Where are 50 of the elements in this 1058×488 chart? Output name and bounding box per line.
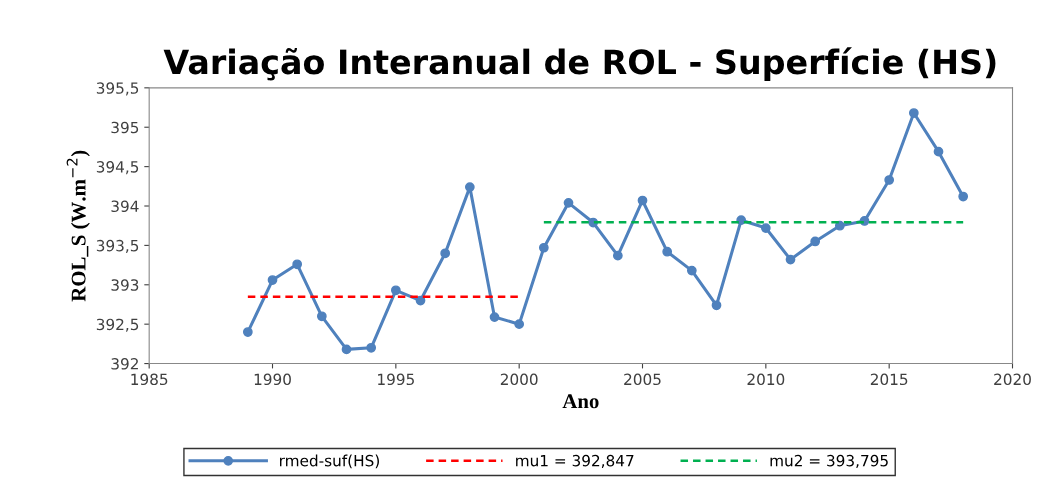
x-tick-label: 2005 <box>624 373 661 386</box>
point <box>637 195 648 206</box>
point <box>958 191 969 202</box>
point <box>933 146 944 157</box>
point <box>267 275 278 285</box>
point <box>341 344 352 355</box>
y-tick-label: 393 <box>111 279 139 291</box>
point <box>366 342 377 353</box>
point <box>514 319 525 330</box>
y-tick-label: 393,5 <box>96 239 139 253</box>
point <box>489 312 500 322</box>
point <box>415 295 426 306</box>
y-tick-label: 395,5 <box>96 82 139 96</box>
point <box>785 254 796 265</box>
point <box>390 285 401 296</box>
x-tick-label: 1990 <box>254 373 291 386</box>
point <box>440 248 451 259</box>
point <box>563 197 574 208</box>
y-tick-label: 394 <box>111 200 139 213</box>
x-tick-label: 2010 <box>747 373 785 386</box>
point <box>242 327 253 337</box>
x-tick-label: 2020 <box>994 373 1031 386</box>
point <box>662 246 673 257</box>
point <box>686 265 697 276</box>
point <box>736 215 747 226</box>
legend-label: rmed-suf(HS) <box>280 454 379 469</box>
point <box>612 250 623 261</box>
chart-title: Variação Interanual de ROL - Superfície (HS) <box>163 47 996 81</box>
legend-label: mu2 = 393,795 <box>770 454 888 468</box>
y-tick-label: 394,5 <box>96 161 139 175</box>
x-tick-label: 2015 <box>870 373 908 386</box>
y-tick-label: 395 <box>111 121 139 134</box>
legend-label: mu1 = 392,847 <box>516 454 634 468</box>
point <box>711 300 722 311</box>
x-axis-title: Ano <box>562 394 599 409</box>
point <box>464 182 475 192</box>
point <box>316 311 327 322</box>
point <box>292 259 303 270</box>
x-tick-label: 2000 <box>500 373 538 386</box>
point <box>538 242 549 253</box>
x-tick-label: 1995 <box>378 373 414 386</box>
x-tick-label: 1985 <box>131 373 168 386</box>
point <box>908 108 919 118</box>
point <box>810 236 821 247</box>
y-axis-title: ROL_S (W.m$^{−2}$) <box>66 150 90 302</box>
point <box>760 223 771 233</box>
y-tick-label: 392 <box>111 358 138 370</box>
point <box>884 175 895 185</box>
point <box>834 220 845 231</box>
y-tick-label: 392,5 <box>96 318 139 332</box>
